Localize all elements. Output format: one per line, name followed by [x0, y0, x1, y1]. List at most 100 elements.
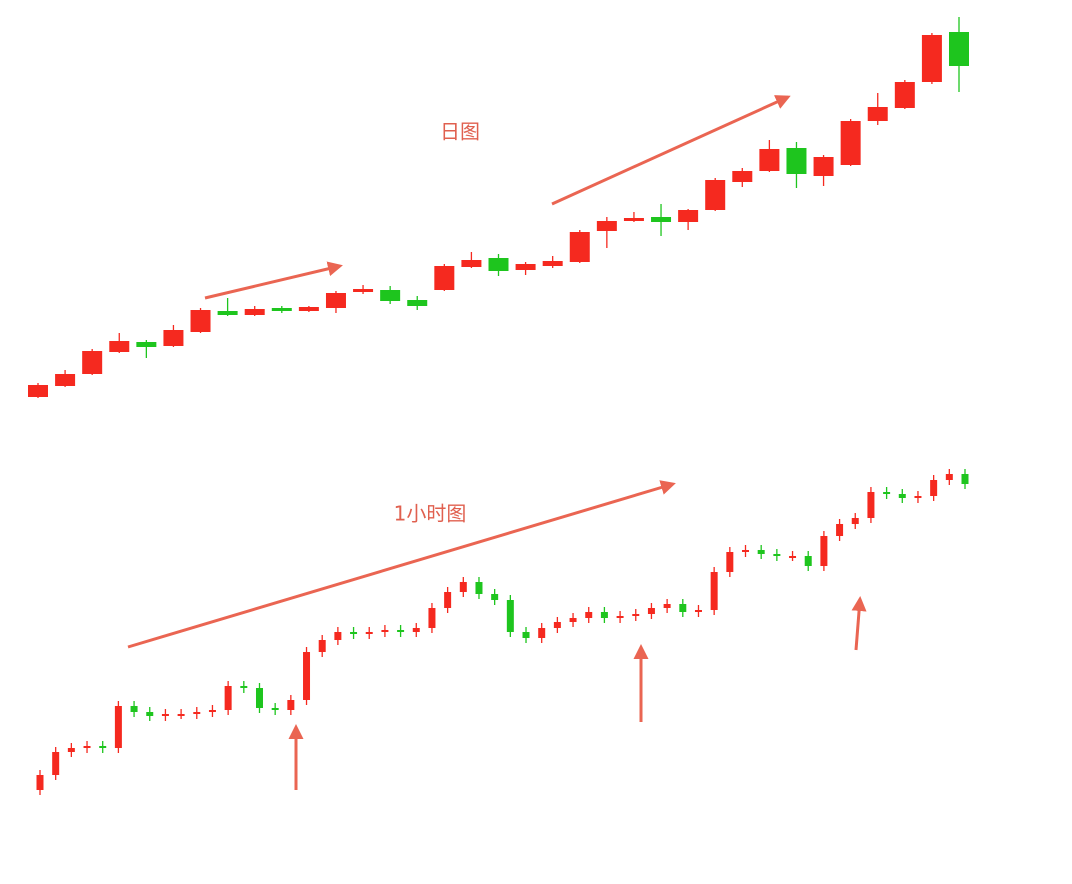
candle-body	[380, 290, 401, 301]
candle-body	[726, 552, 734, 572]
candle-body	[325, 293, 346, 308]
candle-body	[930, 480, 938, 496]
candle-body	[515, 264, 536, 270]
candle-body	[759, 149, 780, 171]
candle-body	[52, 752, 60, 775]
candle-body	[224, 686, 232, 710]
candle-body	[694, 610, 702, 612]
candle-body	[461, 260, 482, 267]
candle-body	[217, 311, 238, 315]
candle-body	[867, 492, 875, 518]
candle-body	[705, 180, 726, 210]
candle-body	[434, 266, 455, 290]
candle-body	[914, 496, 922, 498]
candle-body	[36, 775, 44, 790]
candle-body	[99, 746, 107, 748]
candle-body	[83, 746, 91, 748]
candle-body	[353, 289, 374, 292]
candle-body	[130, 706, 138, 712]
candle-body	[804, 556, 812, 566]
candle-body	[710, 572, 718, 610]
candle-body	[813, 157, 834, 176]
candle-body	[244, 309, 265, 315]
candle-body	[303, 652, 311, 700]
candle-body	[538, 628, 546, 638]
candle-body	[55, 374, 76, 386]
candle-body	[961, 474, 969, 484]
candle-body	[836, 524, 844, 536]
candle-body	[190, 310, 211, 332]
candle-body	[651, 217, 672, 222]
candle-body	[428, 608, 436, 628]
candle-body	[820, 536, 828, 566]
candle-body	[883, 492, 891, 494]
arrow	[551, 95, 791, 206]
candle-body	[553, 622, 561, 628]
arrow	[851, 596, 867, 651]
candle-body	[397, 630, 405, 632]
candle-body	[840, 121, 861, 165]
arrow	[204, 261, 343, 300]
candle-body	[679, 604, 687, 612]
candle-body	[506, 600, 514, 632]
candle-body	[678, 210, 699, 222]
arrow	[127, 480, 676, 649]
candle-body	[28, 385, 48, 397]
candle-body	[67, 748, 75, 752]
candle-body	[459, 582, 467, 592]
candle-body	[949, 32, 969, 66]
candle-body	[240, 686, 248, 688]
candle-body	[475, 582, 483, 594]
candle-body	[585, 612, 593, 618]
candle-body	[773, 554, 781, 556]
candle-body	[412, 628, 420, 632]
candle-body	[365, 632, 373, 634]
candle-body	[177, 714, 185, 716]
candle-body	[109, 341, 130, 352]
candle-body	[732, 171, 753, 182]
candle-body	[161, 714, 169, 716]
candle-body	[271, 308, 292, 311]
candle-body	[163, 330, 184, 346]
candle-body	[488, 258, 509, 271]
candle-body	[647, 608, 655, 614]
candle-body	[742, 550, 750, 552]
candle-body	[623, 218, 644, 221]
candle-body	[569, 618, 577, 622]
candle-body	[271, 708, 279, 710]
candle-body	[921, 35, 942, 82]
candle-body	[632, 614, 640, 616]
candle-body	[851, 518, 859, 524]
candle-body	[663, 604, 671, 608]
candle-body	[600, 612, 608, 618]
candle-body	[318, 640, 326, 652]
trend-arrows	[127, 95, 867, 790]
candle-body	[334, 632, 342, 640]
candle-body	[898, 494, 906, 498]
candle-body	[298, 307, 319, 311]
annotation: 1小时图	[394, 502, 467, 526]
candle-body	[757, 550, 765, 554]
candle-body	[867, 107, 888, 121]
candle-body	[569, 232, 590, 262]
candle-body	[146, 712, 154, 716]
candle-body	[894, 82, 915, 108]
candle-body	[542, 261, 563, 266]
candle-body	[136, 342, 157, 347]
candle-body	[407, 300, 428, 306]
candle-body	[350, 632, 358, 634]
candle-body	[596, 221, 617, 231]
candle-body	[287, 700, 295, 710]
candle-body	[945, 474, 953, 480]
candle-body	[381, 630, 389, 632]
candle-body	[491, 594, 499, 600]
candle-body	[193, 712, 201, 714]
candle-body	[789, 556, 797, 558]
candle-body	[114, 706, 122, 748]
annotation: 日图	[440, 120, 480, 144]
candle-body	[82, 351, 103, 374]
candle-body	[522, 632, 530, 638]
candle-body	[786, 148, 807, 174]
candle-body	[255, 688, 263, 708]
candle-body	[208, 710, 216, 712]
